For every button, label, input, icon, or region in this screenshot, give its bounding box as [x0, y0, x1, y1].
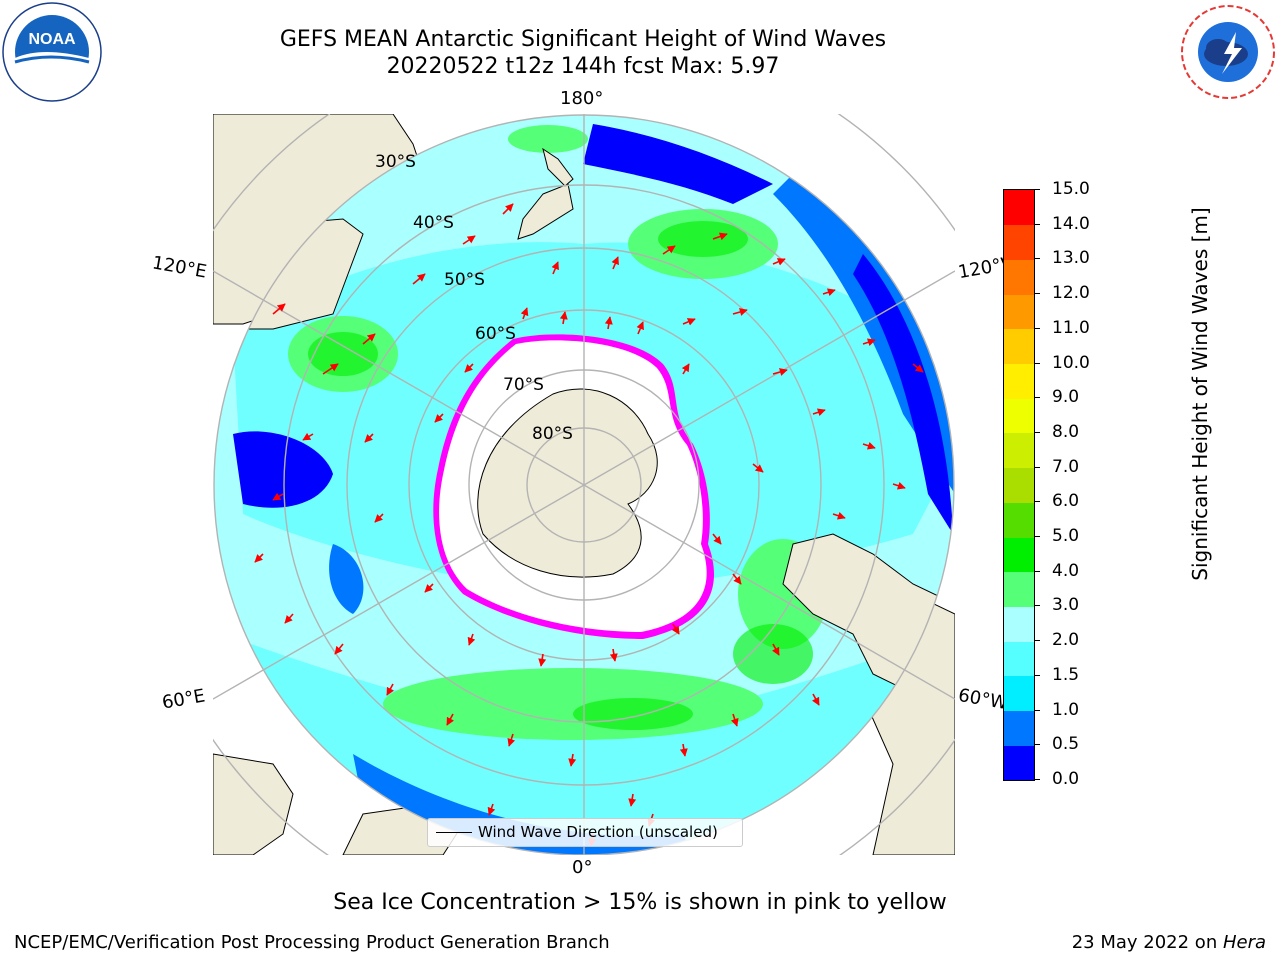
colorbar-tick — [1034, 397, 1040, 399]
colorbar-tick-label: 10.0 — [1052, 352, 1090, 373]
colorbar-segment — [1004, 224, 1034, 260]
colorbar-tick-label: 15.0 — [1052, 179, 1090, 199]
svg-text:NOAA: NOAA — [28, 31, 76, 48]
lon-label-60e: 60°E — [160, 685, 207, 714]
colorbar-segment — [1004, 606, 1034, 642]
colorbar-tick — [1034, 431, 1040, 433]
map-title-line2: 20220522 t12z 144h fcst Max: 5.97 — [386, 54, 780, 79]
colorbar-tick-label: 1.0 — [1052, 699, 1080, 720]
colorbar-segment — [1004, 398, 1034, 434]
lat-label-50s: 50°S — [444, 270, 485, 290]
colorbar-tick-label: 6.0 — [1052, 491, 1080, 512]
colorbar-tick — [1034, 293, 1040, 295]
footer-host: Hera — [1222, 932, 1266, 953]
colorbar-segment — [1004, 294, 1034, 330]
colorbar-title: Significant Height of Wind Waves [m] — [1188, 207, 1212, 581]
colorbar-tick — [1034, 327, 1040, 329]
colorbar-tick-label: 7.0 — [1052, 456, 1080, 477]
colorbar-segment — [1004, 467, 1034, 503]
colorbar-segment — [1004, 502, 1034, 538]
colorbar-tick-label: 14.0 — [1052, 213, 1090, 234]
colorbar-tick — [1034, 258, 1040, 260]
legend-label: Wind Wave Direction (unscaled) — [478, 823, 718, 841]
colorbar-segment — [1004, 537, 1034, 573]
colorbar-tick — [1034, 605, 1040, 607]
lat-label-30s: 30°S — [375, 152, 416, 172]
colorbar-tick — [1034, 640, 1040, 642]
legend-line-sample — [436, 832, 472, 833]
colorbar-tick — [1034, 362, 1040, 364]
colorbar — [1003, 189, 1035, 781]
colorbar-segment — [1004, 675, 1034, 712]
colorbar-segment — [1004, 710, 1034, 746]
lon-label-0: 0° — [572, 857, 593, 878]
lat-label-70s: 70°S — [503, 375, 544, 395]
colorbar-tick-label: 12.0 — [1052, 283, 1090, 304]
colorbar-tick-label: 11.0 — [1052, 317, 1090, 338]
colorbar-segment — [1004, 571, 1034, 607]
colorbar-tick-label: 8.0 — [1052, 421, 1080, 442]
lat-label-40s: 40°S — [413, 213, 454, 233]
colorbar-segment — [1004, 641, 1034, 677]
colorbar-tick — [1034, 744, 1040, 746]
colorbar-tick-label: 9.0 — [1052, 387, 1080, 408]
colorbar-tick-label: 0.5 — [1052, 734, 1080, 755]
colorbar-tick — [1034, 501, 1040, 503]
colorbar-tick — [1034, 536, 1040, 538]
colorbar-segment — [1004, 363, 1034, 399]
colorbar-tick-label: 4.0 — [1052, 560, 1080, 581]
lat-label-60s: 60°S — [475, 324, 516, 344]
colorbar-segment — [1004, 432, 1034, 469]
sea-ice-note: Sea Ice Concentration > 15% is shown in … — [333, 890, 947, 915]
colorbar-segment — [1004, 190, 1034, 226]
wave-height-map — [213, 114, 955, 855]
footer-date-text: 23 May 2022 on — [1071, 932, 1223, 953]
map-legend: Wind Wave Direction (unscaled) — [427, 818, 743, 847]
colorbar-tick-label: 1.5 — [1052, 664, 1080, 685]
graticule — [213, 114, 955, 855]
colorbar-tick — [1034, 466, 1040, 468]
footer-producer: NCEP/EMC/Verification Post Processing Pr… — [14, 932, 610, 953]
colorbar-segment — [1004, 259, 1034, 295]
colorbar-tick — [1034, 223, 1040, 225]
colorbar-segment — [1004, 328, 1034, 365]
colorbar-tick-label: 13.0 — [1052, 248, 1090, 269]
colorbar-tick-label: 2.0 — [1052, 630, 1080, 651]
footer-date: 23 May 2022 on Hera — [1072, 932, 1266, 953]
lon-label-180: 180° — [560, 88, 604, 109]
antarctica — [433, 334, 715, 639]
colorbar-tick-label: 0.0 — [1052, 769, 1080, 789]
colorbar-tick — [1034, 189, 1040, 190]
noaa-logo: NOAA — [2, 2, 102, 102]
colorbar-tick — [1034, 779, 1040, 780]
colorbar-tick-label: 3.0 — [1052, 595, 1080, 616]
colorbar-tick — [1034, 709, 1040, 711]
colorbar-tick-label: 5.0 — [1052, 526, 1080, 547]
lon-label-60w: 60°W — [956, 684, 1010, 715]
map-title-line1: GEFS MEAN Antarctic Significant Height o… — [279, 27, 887, 52]
colorbar-tick — [1034, 674, 1040, 676]
colorbar-tick — [1034, 570, 1040, 572]
lon-label-120e: 120°E — [150, 252, 209, 283]
colorbar-segment — [1004, 745, 1034, 781]
lat-label-80s: 80°S — [532, 424, 573, 444]
nws-logo — [1180, 4, 1276, 100]
